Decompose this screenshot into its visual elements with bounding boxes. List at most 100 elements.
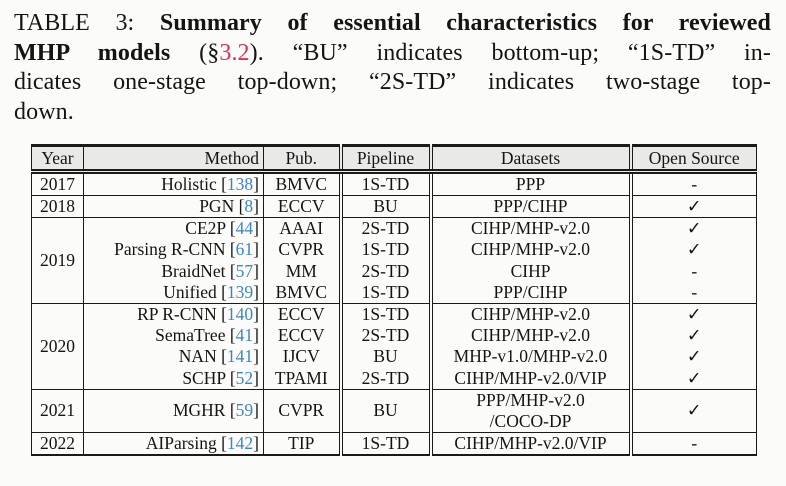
datasets-cell: MHP-v1.0/MHP-v2.0	[428, 346, 631, 368]
open-source-cell: -	[628, 171, 757, 196]
citation-link[interactable]: [141]	[221, 346, 259, 367]
citation-number[interactable]: 59	[235, 400, 254, 421]
method-name: SemaTree	[155, 324, 226, 345]
caption-line: dicates one-stage top-down; “2S-TD” indi…	[14, 68, 771, 98]
method-cell: BraidNet [57]	[83, 260, 264, 282]
dataset-line: CIHP/MHP-v2.0	[470, 303, 591, 324]
table-body: 2017 Holistic [138] BMVC 1S-TD PPP -2018 PGN […	[31, 171, 757, 455]
citation-link[interactable]: [140]	[221, 303, 259, 324]
citation-number[interactable]: 138	[226, 174, 254, 194]
method-cell: Unified [139]	[83, 281, 264, 304]
year-cell: 2020	[31, 302, 84, 390]
table-container: Year Method Pub. Pipeline Datasets Open …	[31, 144, 757, 456]
table-row: Parsing R-CNN [61] CVPR 1S-TD CIHP/MHP-v2.0…	[32, 239, 757, 261]
pub-cell: ECCV	[263, 302, 341, 325]
citation-number[interactable]: 41	[235, 324, 254, 345]
citation-number[interactable]: 142	[226, 432, 254, 453]
year-cell: 2018	[31, 195, 84, 218]
pipeline-cell: 1S-TD	[338, 431, 431, 455]
datasets-cell: CIHP/MHP-v2.0	[428, 302, 631, 325]
citation-number[interactable]: 8	[244, 196, 254, 216]
caption-segment: down.	[14, 98, 74, 125]
pub-cell: IJCV	[263, 346, 341, 368]
summary-table: Year Method Pub. Pipeline Datasets Open …	[31, 144, 757, 456]
dataset-line: CIHP/MHP-v2.0/VIP	[454, 432, 607, 453]
citation-number[interactable]: 44	[235, 218, 254, 238]
open-source-cell: ✓	[628, 346, 757, 368]
method-name: MGHR	[172, 400, 226, 421]
method-name: CE2P	[185, 218, 226, 238]
method-cell: RP R-CNN [140]	[83, 302, 264, 325]
citation-link[interactable]: [57]	[229, 260, 259, 281]
citation-link[interactable]: [61]	[229, 239, 259, 260]
header-row: Year Method Pub. Pipeline Datasets Open …	[31, 145, 757, 174]
column-header-open-source: Open Source	[628, 145, 757, 174]
datasets-cell: PPP/MHP-v2.0/COCO-DP	[428, 388, 631, 433]
caption-line: TABLE 3: Summary of essential characteri…	[14, 9, 771, 39]
datasets-cell: CIHP/MHP-v2.0	[428, 217, 631, 239]
dataset-line: /COCO-DP	[489, 410, 572, 431]
caption-line: MHP models (§3.2). “BU” indicates bottom…	[14, 39, 771, 69]
table-row: 2021 MGHR [59] CVPR BU PPP/MHP-v2.0/COCO-DP ✓	[31, 388, 757, 433]
citation-number[interactable]: 57	[235, 260, 254, 281]
method-name: NAN	[178, 346, 217, 367]
pipeline-cell: 1S-TD	[338, 239, 431, 261]
citation-number[interactable]: 52	[235, 367, 254, 388]
table-row: SCHP [52] TPAMI 2S-TD CIHP/MHP-v2.0/VIP ✓	[32, 367, 757, 390]
dataset-line: PPP/MHP-v2.0	[476, 389, 585, 410]
pub-cell: BMVC	[263, 171, 341, 196]
dataset-line: MHP-v1.0/MHP-v2.0	[453, 346, 608, 367]
pipeline-cell: 1S-TD	[338, 302, 431, 325]
datasets-cell: PPP/CIHP	[428, 195, 631, 218]
pipeline-cell: 2S-TD	[338, 324, 431, 347]
citation-link[interactable]: [59]	[229, 400, 259, 421]
citation-link[interactable]: [139]	[221, 281, 259, 302]
pub-cell: TPAMI	[263, 367, 341, 390]
pub-cell: CVPR	[263, 239, 341, 261]
table-caption: TABLE 3: Summary of essential characteri…	[14, 9, 771, 127]
column-header-datasets: Datasets	[428, 145, 631, 174]
method-cell: MGHR [59]	[83, 388, 264, 433]
datasets-cell: CIHP/MHP-v2.0	[428, 239, 631, 261]
open-source-cell: ✓	[628, 195, 757, 218]
method-name: BraidNet	[161, 260, 226, 281]
table-row: 2022 AIParsing [142] TIP 1S-TD CIHP/MHP-v2.0…	[31, 431, 757, 455]
citation-link[interactable]: [41]	[229, 324, 259, 345]
citation-link[interactable]: [138]	[221, 174, 259, 194]
year-cell: 2019	[31, 217, 84, 304]
citation-link[interactable]: [8]	[238, 196, 259, 216]
method-name: SCHP	[182, 367, 226, 388]
method-name: Unified	[163, 281, 217, 302]
open-source-cell: ✓	[628, 367, 757, 390]
dataset-line: CIHP/MHP-v2.0/VIP	[454, 367, 607, 388]
table-row: 2017 Holistic [138] BMVC 1S-TD PPP -	[31, 171, 757, 196]
table-row: NAN [141] IJCV BU MHP-v1.0/MHP-v2.0 ✓	[32, 346, 757, 368]
citation-number[interactable]: 141	[226, 346, 254, 367]
method-cell: Holistic [138]	[83, 171, 264, 196]
pipeline-cell: 2S-TD	[338, 217, 431, 239]
open-source-cell: -	[628, 260, 757, 282]
open-source-cell: ✓	[628, 217, 757, 239]
citation-number[interactable]: 61	[235, 239, 254, 260]
method-cell: NAN [141]	[83, 346, 264, 368]
column-header-pub: Pub.	[263, 145, 341, 174]
caption-segment: TABLE 3:	[14, 10, 160, 36]
citation-link[interactable]: [142]	[221, 432, 259, 453]
pub-cell: MM	[263, 260, 341, 282]
pipeline-cell: BU	[338, 346, 431, 368]
pipeline-cell: BU	[338, 195, 431, 218]
caption-line: down.	[14, 98, 771, 128]
pub-cell: ECCV	[263, 324, 341, 347]
caption-segment: Summary of essential characteristics for…	[159, 10, 771, 36]
citation-link[interactable]: [52]	[229, 367, 259, 388]
citation-number[interactable]: 139	[226, 281, 254, 302]
citation-number[interactable]: 140	[226, 303, 254, 324]
column-header-year: Year	[31, 145, 84, 174]
table-row: 2020 RP R-CNN [140] ECCV 1S-TD CIHP/MHP-v2.0…	[31, 302, 757, 390]
pipeline-cell: 2S-TD	[338, 260, 431, 282]
citation-link[interactable]: [44]	[229, 218, 259, 238]
year-cell: 2022	[31, 431, 84, 455]
datasets-cell: CIHP/MHP-v2.0/VIP	[428, 431, 631, 455]
section-ref-link[interactable]: 3.2	[219, 39, 250, 66]
pipeline-cell: 1S-TD	[338, 171, 431, 196]
